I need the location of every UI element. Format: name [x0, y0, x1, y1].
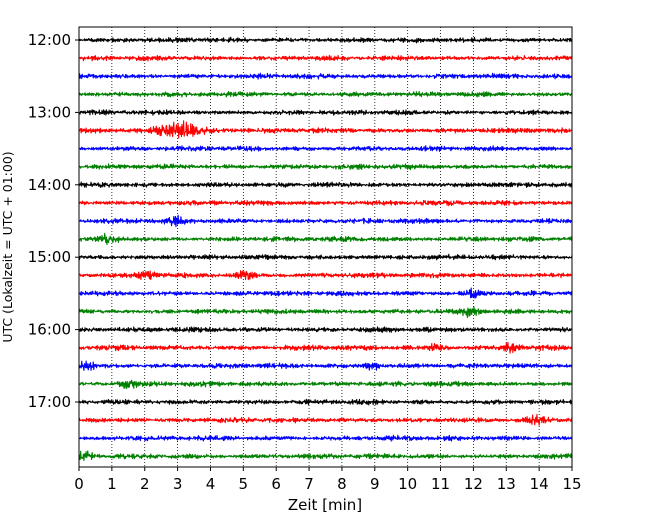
plot-border	[78, 26, 573, 468]
seismogram-trace	[78, 232, 573, 246]
plot-frame	[79, 27, 572, 467]
y-tick-label: 17:00	[28, 393, 71, 411]
y-tick-label: 13:00	[28, 103, 71, 121]
seismogram-trace	[78, 450, 573, 462]
seismogram-trace	[78, 90, 573, 98]
seismogram-trace	[78, 287, 573, 299]
x-tick-label: 3	[173, 475, 183, 493]
y-tick-label: 16:00	[28, 321, 71, 339]
x-tick-label: 5	[239, 475, 249, 493]
x-tick-label: 8	[337, 475, 347, 493]
x-tick-label: 12	[464, 475, 483, 493]
seismogram-trace	[78, 214, 573, 228]
seismogram-trace	[78, 306, 573, 319]
y-tick-label: 12:00	[28, 31, 71, 49]
x-tick-label: 4	[206, 475, 216, 493]
seismogram-trace	[78, 341, 573, 354]
traces	[78, 36, 573, 462]
x-tick-label: 9	[370, 475, 380, 493]
x-tick-label: 14	[530, 475, 549, 493]
seismogram-trace	[78, 72, 573, 80]
x-tick-label: 11	[431, 475, 450, 493]
seismogram-trace	[78, 398, 573, 406]
seismogram-trace	[78, 199, 573, 207]
seismogram-trace	[78, 434, 573, 442]
seismogram-trace	[78, 109, 573, 116]
grid	[111, 27, 540, 467]
seismogram-trace	[78, 379, 573, 389]
x-tick-label: 7	[304, 475, 314, 493]
seismogram-trace	[78, 326, 573, 333]
y-axis-label: UTC (Lokalzeit = UTC + 01:00)	[0, 151, 15, 342]
x-axis-label: Zeit [min]	[288, 496, 362, 514]
x-tick-label: 1	[107, 475, 117, 493]
x-tick-label: 2	[140, 475, 150, 493]
seismogram-trace	[78, 413, 573, 426]
x-tick-label: 10	[398, 475, 417, 493]
x-tick-label: 0	[74, 475, 84, 493]
x-tick-label: 13	[497, 475, 516, 493]
y-tick-label: 15:00	[28, 248, 71, 266]
x-tick-label: 15	[562, 475, 581, 493]
x-tick-label: 6	[271, 475, 281, 493]
seismogram-trace	[78, 36, 573, 44]
seismogram-trace	[78, 270, 573, 281]
x-axis: 0 1 2 3 4 5 6 7 8 9 10 11 12 13 14 15	[74, 467, 582, 493]
seismogram-trace	[78, 120, 573, 139]
seismogram-trace	[78, 253, 573, 261]
seismogram-trace	[78, 360, 573, 371]
seismogram-trace	[78, 54, 573, 62]
seismogram-trace	[78, 163, 573, 171]
y-axis: 12:00 13:00 14:00 15:00 16:00 17:00	[28, 31, 79, 411]
seismogram-trace	[78, 145, 573, 152]
y-tick-label: 14:00	[28, 176, 71, 194]
seismogram-trace	[78, 181, 573, 188]
